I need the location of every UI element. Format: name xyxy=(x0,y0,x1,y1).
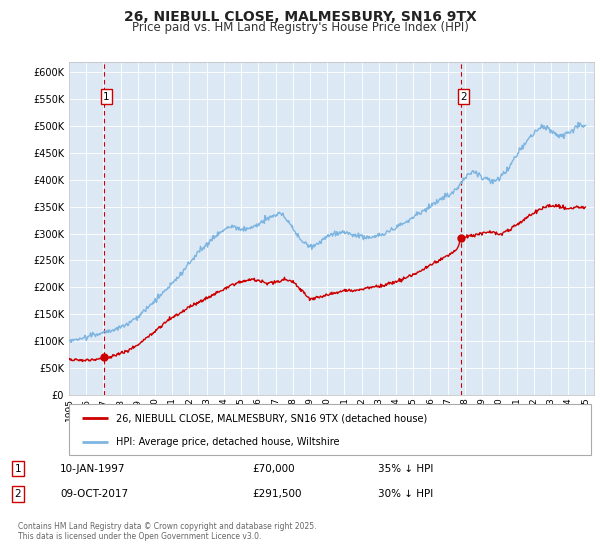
Text: £291,500: £291,500 xyxy=(252,489,302,499)
Text: £70,000: £70,000 xyxy=(252,464,295,474)
FancyBboxPatch shape xyxy=(69,404,592,455)
Text: Contains HM Land Registry data © Crown copyright and database right 2025.
This d: Contains HM Land Registry data © Crown c… xyxy=(18,522,317,542)
Text: 26, NIEBULL CLOSE, MALMESBURY, SN16 9TX (detached house): 26, NIEBULL CLOSE, MALMESBURY, SN16 9TX … xyxy=(116,413,427,423)
Text: 1: 1 xyxy=(103,91,110,101)
Text: 1: 1 xyxy=(14,464,22,474)
Text: 09-OCT-2017: 09-OCT-2017 xyxy=(60,489,128,499)
Text: 2: 2 xyxy=(460,91,467,101)
Text: 10-JAN-1997: 10-JAN-1997 xyxy=(60,464,125,474)
Text: Price paid vs. HM Land Registry's House Price Index (HPI): Price paid vs. HM Land Registry's House … xyxy=(131,21,469,34)
Text: 26, NIEBULL CLOSE, MALMESBURY, SN16 9TX: 26, NIEBULL CLOSE, MALMESBURY, SN16 9TX xyxy=(124,10,476,24)
Text: 2: 2 xyxy=(14,489,22,499)
Text: HPI: Average price, detached house, Wiltshire: HPI: Average price, detached house, Wilt… xyxy=(116,436,340,446)
Text: 35% ↓ HPI: 35% ↓ HPI xyxy=(378,464,433,474)
Text: 30% ↓ HPI: 30% ↓ HPI xyxy=(378,489,433,499)
